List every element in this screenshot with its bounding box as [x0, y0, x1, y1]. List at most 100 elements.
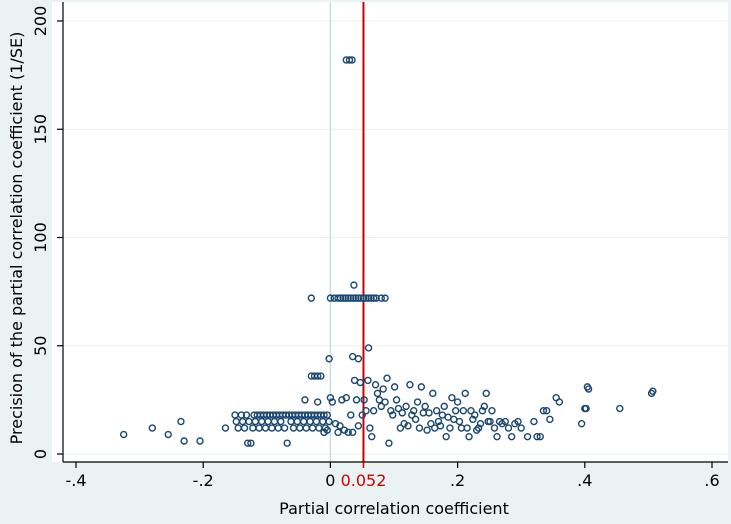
data-point — [546, 415, 554, 424]
data-point — [429, 389, 437, 398]
x-tick-label: .4 — [577, 471, 592, 490]
data-point — [396, 424, 405, 432]
data-point — [415, 424, 424, 432]
data-point — [358, 411, 366, 419]
data-point — [180, 437, 188, 445]
data-point — [467, 407, 475, 415]
data-point — [247, 439, 255, 447]
data-point — [313, 398, 322, 406]
data-point — [408, 411, 416, 419]
data-point — [342, 394, 350, 402]
data-point — [478, 407, 487, 415]
y-tick-label: 150 — [31, 114, 50, 145]
data-point — [340, 426, 349, 434]
data-point — [325, 355, 333, 363]
data-point — [410, 407, 418, 415]
data-point — [471, 411, 479, 419]
data-point — [582, 404, 590, 413]
data-point — [354, 422, 363, 430]
data-point — [301, 396, 309, 404]
data-point — [334, 294, 342, 302]
y-tick-label: 0 — [31, 449, 50, 459]
data-point — [411, 415, 420, 424]
data-point — [362, 407, 370, 415]
data-point — [507, 432, 516, 441]
y-axis-ticks: 0 50 100 150 200 — [31, 6, 63, 459]
data-point — [400, 419, 408, 428]
data-point — [348, 428, 357, 437]
data-point — [486, 417, 494, 426]
data-point — [523, 432, 532, 441]
data-point — [369, 294, 378, 302]
data-point — [320, 411, 328, 419]
data-point — [336, 294, 345, 302]
data-point — [427, 419, 435, 428]
data-point — [237, 411, 246, 419]
data-point — [402, 402, 410, 411]
data-point — [404, 422, 412, 430]
data-point — [389, 411, 397, 419]
data-point — [381, 398, 389, 406]
x-tick-label: .6 — [704, 471, 719, 490]
data-point — [488, 407, 496, 415]
data-point — [313, 372, 322, 380]
data-point — [317, 372, 325, 380]
data-point — [453, 398, 462, 406]
data-point — [372, 294, 380, 302]
data-point — [377, 402, 385, 411]
data-point — [345, 56, 354, 64]
data-point — [326, 394, 335, 402]
reference-labels: 0.052 — [341, 462, 387, 490]
data-point — [379, 385, 387, 393]
reference-line-label: 0.052 — [341, 471, 387, 490]
x-axis-title: Partial correlation coefficient — [279, 499, 509, 518]
y-tick-label: 50 — [31, 336, 50, 356]
data-point — [354, 294, 363, 302]
data-point — [448, 394, 456, 402]
data-point — [517, 424, 525, 432]
data-point — [649, 387, 657, 395]
data-point — [539, 407, 548, 415]
data-point — [377, 294, 385, 302]
data-point — [341, 294, 350, 302]
data-point — [504, 424, 513, 432]
data-point — [480, 402, 489, 411]
data-point — [442, 432, 450, 441]
data-point — [283, 439, 291, 447]
data-point — [584, 385, 593, 393]
data-point — [398, 409, 406, 417]
data-point — [383, 374, 391, 382]
data-point — [542, 407, 551, 415]
data-point — [440, 402, 448, 411]
y-tick-label: 200 — [31, 6, 50, 37]
data-point — [323, 426, 331, 434]
data-point — [328, 398, 337, 406]
y-axis-title: Precision of the partial correlation coe… — [7, 32, 26, 445]
data-point — [530, 417, 538, 426]
data-point — [360, 396, 368, 404]
data-point — [357, 294, 365, 302]
data-point — [493, 432, 501, 441]
data-point — [356, 378, 364, 387]
data-point — [364, 376, 372, 385]
data-point — [392, 396, 401, 404]
data-point — [455, 417, 464, 426]
data-point — [359, 294, 368, 302]
plot-background — [52, 2, 728, 462]
data-point — [280, 424, 289, 432]
data-point — [394, 404, 403, 413]
gridlines — [63, 20, 728, 455]
data-point — [347, 294, 355, 302]
data-point — [463, 424, 471, 432]
data-point — [323, 411, 331, 419]
data-point — [344, 428, 352, 437]
data-point — [339, 294, 347, 302]
data-point — [334, 428, 342, 437]
data-point — [514, 417, 522, 426]
data-point — [242, 411, 251, 419]
data-point — [196, 437, 204, 445]
data-point — [387, 407, 395, 415]
data-points — [119, 56, 657, 447]
data-point — [555, 398, 564, 406]
